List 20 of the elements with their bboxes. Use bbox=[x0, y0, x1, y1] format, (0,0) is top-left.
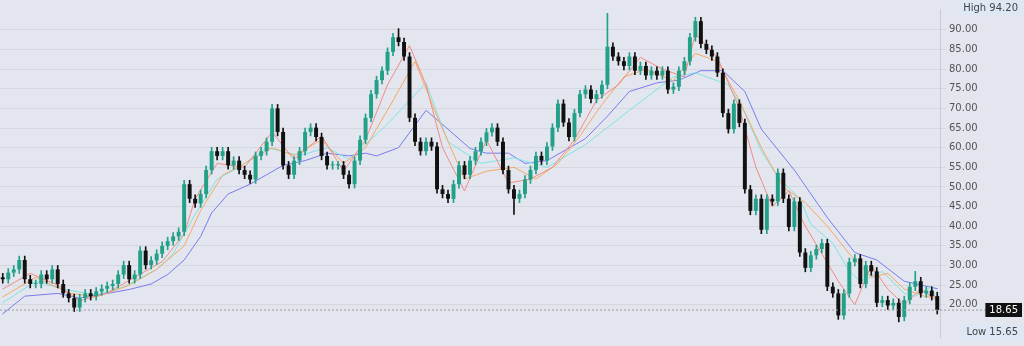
candlestick bbox=[0, 273, 5, 284]
y-tick-label: 75.00 bbox=[949, 82, 978, 94]
y-tick-label: 45.00 bbox=[949, 200, 978, 212]
y-tick-label: 20.00 bbox=[949, 298, 978, 310]
y-tick-label: 40.00 bbox=[949, 219, 978, 231]
y-tick-label: 85.00 bbox=[949, 43, 978, 55]
candlestick bbox=[110, 279, 115, 291]
y-tick-label: 90.00 bbox=[949, 23, 978, 35]
text: High 94.20 bbox=[963, 1, 1019, 13]
y-tick-label: 50.00 bbox=[949, 180, 978, 192]
y-tick-label: 70.00 bbox=[949, 101, 978, 113]
text: Low 15.65 bbox=[966, 325, 1018, 337]
y-tick-label: 55.00 bbox=[949, 160, 978, 172]
ref-line-label: 18.65 bbox=[989, 303, 1019, 315]
y-tick-label: 35.00 bbox=[949, 239, 978, 251]
y-tick-label: 60.00 bbox=[949, 141, 978, 153]
y-tick-label: 30.00 bbox=[949, 259, 978, 271]
y-tick-label: 65.00 bbox=[949, 121, 978, 133]
y-tick-label: 25.00 bbox=[949, 278, 978, 290]
y-tick-label: 80.00 bbox=[949, 62, 978, 74]
